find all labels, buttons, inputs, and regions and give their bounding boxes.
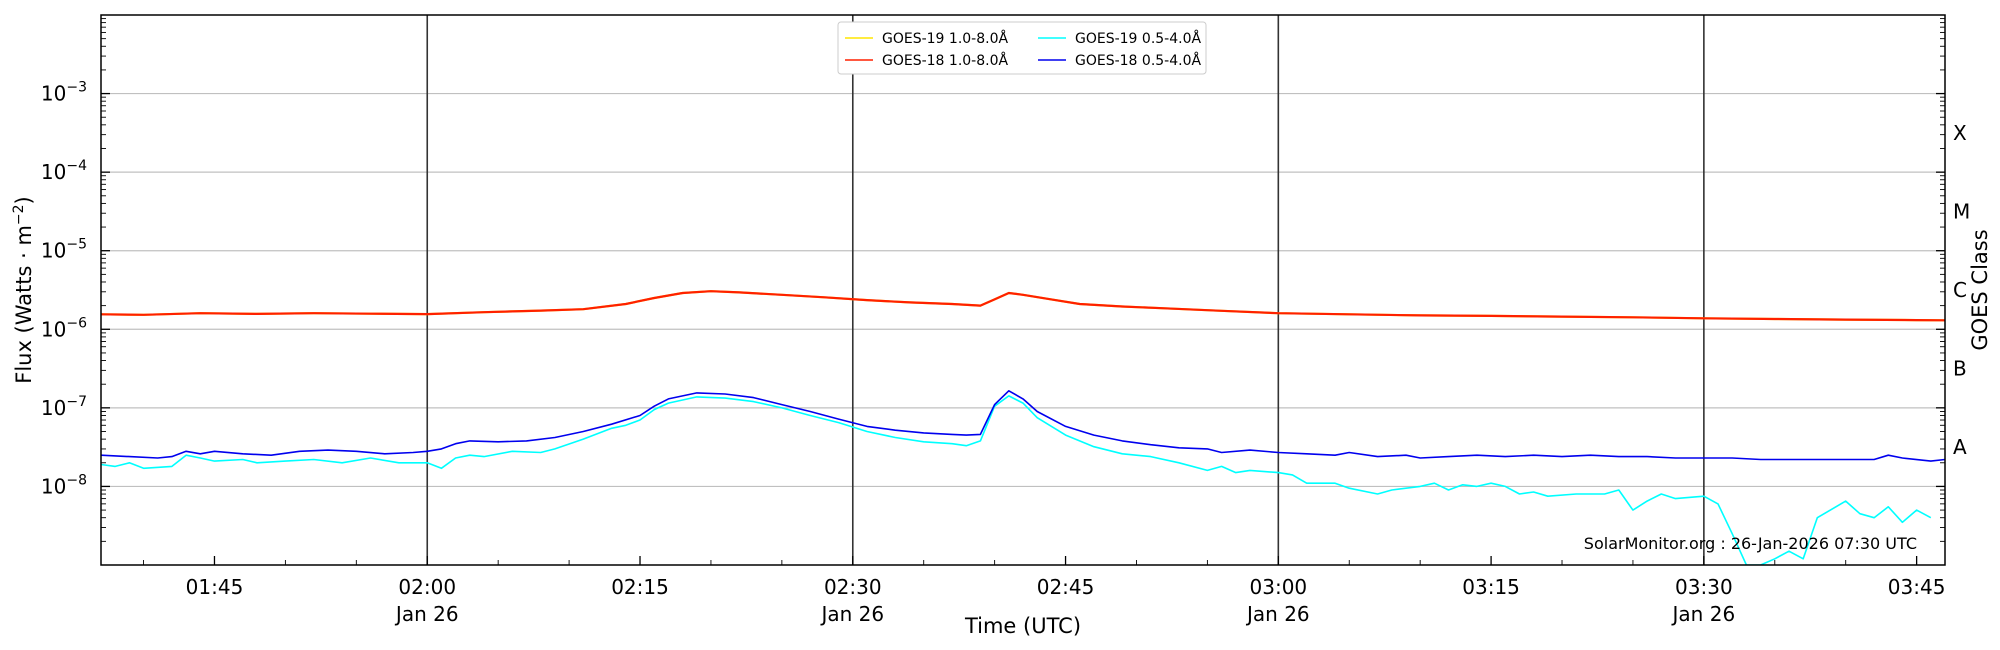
x-axis-title: Time (UTC) <box>964 614 1081 638</box>
x-tick-label: 02:45 <box>1037 575 1095 599</box>
x-tick-date-label: Jan 26 <box>394 602 459 626</box>
legend-box <box>837 21 1207 75</box>
plot-frame <box>100 14 1946 566</box>
y-tick-label: 10−5 <box>41 237 87 263</box>
x-tick-label: 03:30 <box>1675 575 1733 599</box>
x-tick-label: 01:45 <box>186 575 244 599</box>
y-tick-label: 10−8 <box>41 472 87 498</box>
x-tick-label: 02:15 <box>611 575 669 599</box>
grid-lines <box>101 92 1945 488</box>
y-tick-label: 10−3 <box>41 80 87 106</box>
legend-label-goes19-long: GOES-19 1.0-8.0Å <box>882 30 1008 47</box>
x-tick-label: 02:30 <box>824 575 882 599</box>
right-axis-title: GOES Class <box>1968 229 1992 350</box>
x-tick-date-label: Jan 26 <box>1245 602 1310 626</box>
legend: GOES-19 1.0-8.0Å GOES-18 1.0-8.0Å GOES-1… <box>837 21 1207 75</box>
goes-class-label-c: C <box>1953 278 1967 302</box>
goes-class-label-b: B <box>1953 357 1967 381</box>
legend-label-goes18-long: GOES-18 1.0-8.0Å <box>882 52 1008 69</box>
goes-class-label-a: A <box>1953 435 1967 459</box>
y-axis-ticks: 10−8 10−7 10−6 10−5 10−4 10−3 <box>41 18 1945 542</box>
x-tick-label: 03:15 <box>1462 575 1520 599</box>
y-tick-label: 10−6 <box>41 315 87 341</box>
y-tick-label: 10−4 <box>41 158 87 184</box>
series-lines <box>101 290 1945 565</box>
legend-label-goes19-short: GOES-19 0.5-4.0Å <box>1075 30 1201 47</box>
watermark: SolarMonitor.org : 26-Jan-2026 07:30 UTC <box>1584 534 1917 553</box>
x-tick-label: 02:00 <box>398 575 456 599</box>
y-tick-label: 10−7 <box>41 394 87 420</box>
series-line-goes-18-0-5-4-0 <box>101 390 1945 462</box>
goes-class-label-m: M <box>1953 199 1970 223</box>
x-tick-label: 03:00 <box>1250 575 1308 599</box>
goes-class-label-x: X <box>1953 121 1967 145</box>
series-line-goes-18-1-0-8-0 <box>101 290 1945 322</box>
legend-label-goes18-short: GOES-18 0.5-4.0Å <box>1075 52 1201 69</box>
x-tick-label: 03:45 <box>1888 575 1946 599</box>
series-line-goes-19-0-5-4-0 <box>101 395 1932 565</box>
x-tick-date-label: Jan 26 <box>819 602 884 626</box>
goes-class-labels: A B C M X <box>1953 121 1970 459</box>
x-tick-date-label: Jan 26 <box>1671 602 1736 626</box>
y-axis-title: Flux (Watts · m−2) <box>11 196 36 384</box>
x-axis-ticks: 01:45 02:00 Jan 26 02:15 02:30 Jan 26 02:45 03:… <box>143 556 1946 626</box>
plot-background <box>101 15 1945 565</box>
